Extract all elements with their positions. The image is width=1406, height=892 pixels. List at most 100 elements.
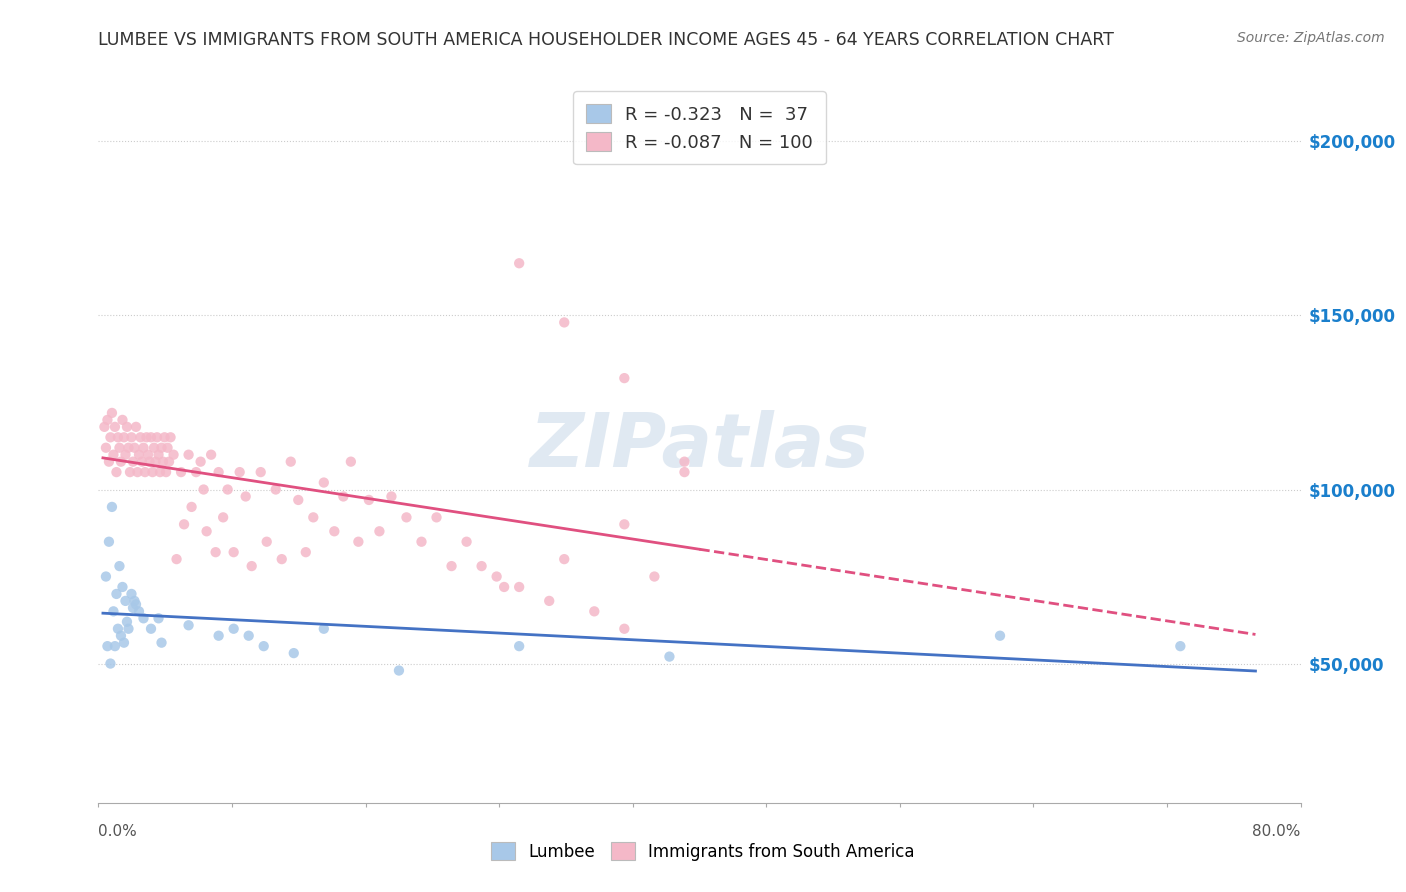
Point <box>613 517 636 532</box>
Point <box>162 448 184 462</box>
Point <box>124 594 146 608</box>
Point <box>340 455 363 469</box>
Point <box>988 629 1011 643</box>
Point <box>553 315 575 329</box>
Point <box>146 430 169 444</box>
Point <box>180 500 202 514</box>
Point <box>141 465 163 479</box>
Point <box>125 420 148 434</box>
Point <box>136 448 159 462</box>
Point <box>323 524 346 539</box>
Point <box>312 475 335 490</box>
Point <box>110 629 132 643</box>
Point <box>97 455 120 469</box>
Point <box>217 483 239 497</box>
Point <box>96 639 118 653</box>
Point <box>122 455 145 469</box>
Point <box>456 534 478 549</box>
Point <box>107 622 129 636</box>
Point <box>380 490 402 504</box>
Point <box>357 492 380 507</box>
Point <box>1170 639 1192 653</box>
Point <box>145 455 167 469</box>
Point <box>212 510 235 524</box>
Point <box>138 455 160 469</box>
Point <box>127 465 149 479</box>
Point <box>494 580 516 594</box>
Point <box>184 465 207 479</box>
Point <box>170 465 193 479</box>
Point <box>117 622 139 636</box>
Point <box>228 465 250 479</box>
Point <box>302 510 325 524</box>
Point <box>200 448 222 462</box>
Point <box>118 465 141 479</box>
Point <box>156 441 179 455</box>
Point <box>115 420 138 434</box>
Point <box>104 420 127 434</box>
Point <box>108 559 131 574</box>
Point <box>132 611 155 625</box>
Point <box>124 441 146 455</box>
Point <box>121 430 143 444</box>
Text: 0.0%: 0.0% <box>98 824 138 838</box>
Point <box>395 510 418 524</box>
Point <box>148 611 170 625</box>
Point <box>105 465 128 479</box>
Point <box>132 441 155 455</box>
Point <box>104 639 127 653</box>
Point <box>166 552 188 566</box>
Text: Source: ZipAtlas.com: Source: ZipAtlas.com <box>1237 31 1385 45</box>
Point <box>177 618 200 632</box>
Point <box>100 657 122 671</box>
Point <box>613 622 636 636</box>
Point <box>208 629 231 643</box>
Point <box>280 455 302 469</box>
Text: 80.0%: 80.0% <box>1253 824 1301 838</box>
Point <box>471 559 494 574</box>
Point <box>508 256 530 270</box>
Point <box>110 455 132 469</box>
Point <box>134 465 156 479</box>
Point <box>368 524 391 539</box>
Point <box>148 448 170 462</box>
Point <box>152 455 174 469</box>
Legend: Lumbee, Immigrants from South America: Lumbee, Immigrants from South America <box>485 836 921 868</box>
Point <box>150 635 173 649</box>
Point <box>508 580 530 594</box>
Point <box>125 598 148 612</box>
Point <box>135 430 157 444</box>
Point <box>190 455 212 469</box>
Point <box>96 413 118 427</box>
Point <box>94 569 117 583</box>
Point <box>613 371 636 385</box>
Point <box>112 430 135 444</box>
Point <box>139 430 162 444</box>
Point <box>157 455 180 469</box>
Point <box>122 600 145 615</box>
Point <box>411 534 433 549</box>
Point <box>249 465 271 479</box>
Point <box>94 441 117 455</box>
Point <box>111 580 134 594</box>
Point <box>153 430 176 444</box>
Point <box>485 569 508 583</box>
Point <box>222 545 245 559</box>
Point <box>159 430 181 444</box>
Point <box>103 604 125 618</box>
Point <box>193 483 215 497</box>
Point <box>538 594 561 608</box>
Point <box>173 517 195 532</box>
Point <box>115 615 138 629</box>
Point <box>97 534 120 549</box>
Point <box>235 490 257 504</box>
Text: LUMBEE VS IMMIGRANTS FROM SOUTH AMERICA HOUSEHOLDER INCOME AGES 45 - 64 YEARS CO: LUMBEE VS IMMIGRANTS FROM SOUTH AMERICA … <box>98 31 1115 49</box>
Point <box>128 448 150 462</box>
Point <box>143 441 166 455</box>
Point <box>101 500 124 514</box>
Point <box>658 649 681 664</box>
Point <box>128 604 150 618</box>
Point <box>388 664 411 678</box>
Point <box>425 510 447 524</box>
Text: ZIPatlas: ZIPatlas <box>530 409 869 483</box>
